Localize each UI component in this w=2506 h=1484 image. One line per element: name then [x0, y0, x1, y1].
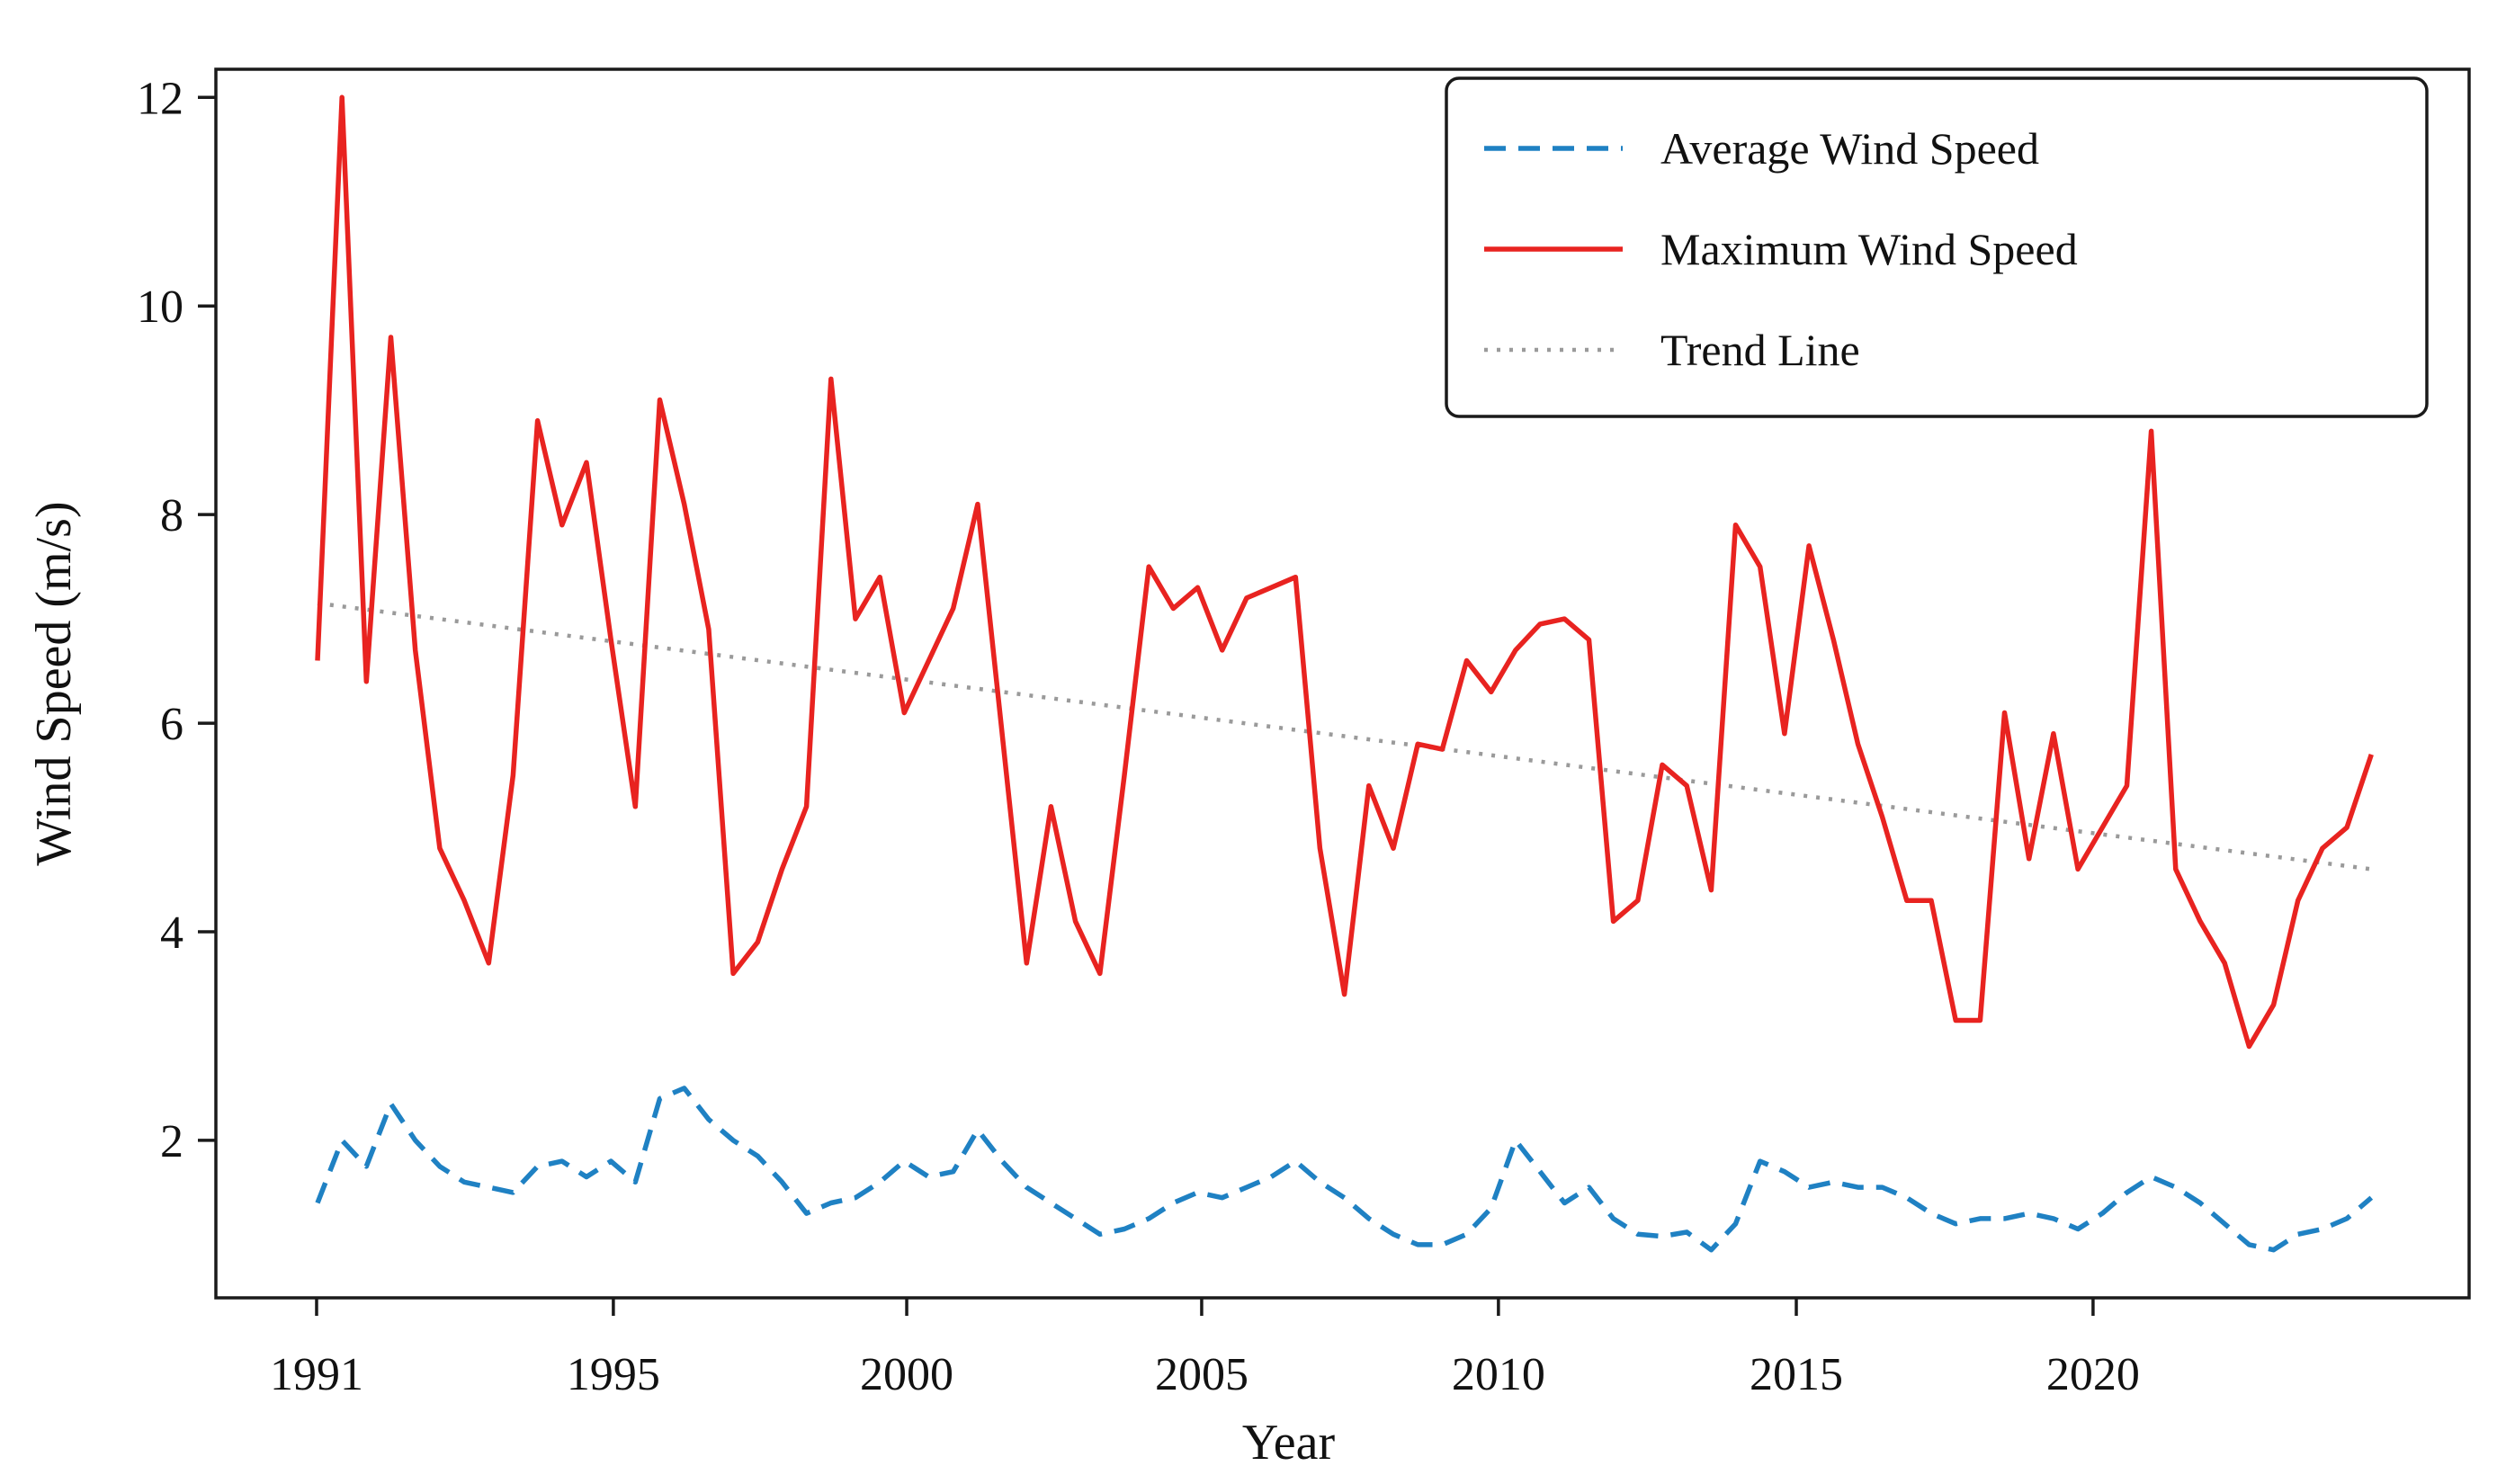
- y-axis-title: Wind Speed (m/s): [26, 501, 82, 865]
- average-wind-speed-line: [315, 1086, 2374, 1253]
- legend-item-label: Average Wind Speed: [1660, 123, 2039, 174]
- legend-item-label: Maximum Wind Speed: [1660, 224, 2078, 274]
- data-series: [315, 94, 2374, 1253]
- y-tick-label: 12: [137, 73, 183, 124]
- x-tick-label: 2010: [1452, 1349, 1545, 1400]
- y-tick-label: 2: [160, 1116, 183, 1167]
- x-tick-label: 1991: [270, 1349, 363, 1400]
- x-tick-label: 1995: [567, 1349, 660, 1400]
- legend-border: [1445, 76, 2429, 418]
- y-tick-label: 6: [160, 699, 183, 750]
- y-tick-label: 8: [160, 490, 183, 541]
- x-tick-label: 2015: [1750, 1349, 1843, 1400]
- x-axis-title: Year: [1242, 1415, 1336, 1471]
- x-tick-label: 2020: [2046, 1349, 2140, 1400]
- y-tick-label: 4: [160, 907, 183, 959]
- x-tick-label: 2000: [860, 1349, 953, 1400]
- x-tick-label: 2005: [1155, 1349, 1249, 1400]
- plot-border: [214, 67, 2471, 1300]
- legend-box: Average Wind Speed Maximum Wind Speed Tren…: [1445, 76, 2429, 418]
- maximum-wind-speed-line: [315, 94, 2374, 1050]
- trend-line: [317, 601, 2372, 872]
- plot-frame: [214, 67, 2471, 1300]
- y-tick-label: 10: [137, 282, 183, 333]
- legend-item-label: Trend Line: [1660, 325, 1860, 375]
- axis-ticks: 1991 1995 2000 2005 2010 2015 2020 2 4 6 8 10 12: [137, 73, 2140, 1400]
